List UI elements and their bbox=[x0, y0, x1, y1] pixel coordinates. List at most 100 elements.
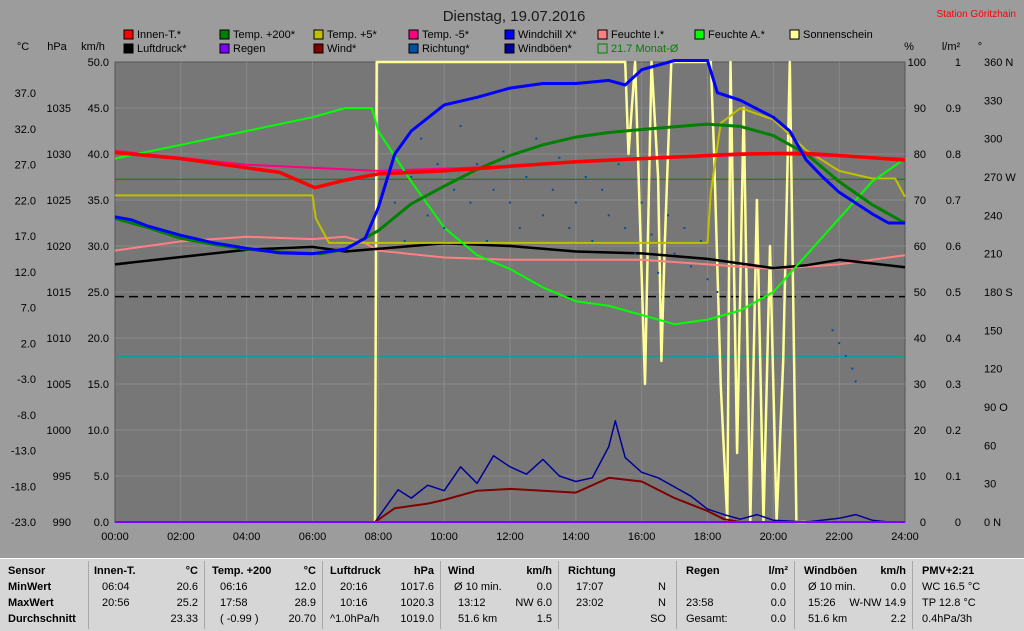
celsius-unit: °C bbox=[17, 41, 29, 53]
legend-swatch bbox=[597, 29, 608, 40]
wind-max-time: 13:12 bbox=[458, 597, 486, 609]
luft-header: Luftdruck bbox=[330, 565, 381, 577]
time-tick-label: 10:00 bbox=[430, 531, 458, 543]
lm2-tick-label: 0.4 bbox=[946, 333, 961, 345]
boeen-max-time: 15:26 bbox=[808, 597, 836, 609]
feuchte-innen-line bbox=[114, 235, 906, 270]
degree-tick-label: 180 S bbox=[984, 287, 1013, 299]
hpa-tick-label: 1010 bbox=[47, 333, 71, 345]
percent-tick-label: 30 bbox=[914, 379, 926, 391]
sensor-header: Sensor bbox=[8, 565, 46, 577]
percent-tick-label: 70 bbox=[914, 195, 926, 207]
richtung-point bbox=[525, 176, 528, 178]
richtung-max-value: N bbox=[658, 597, 666, 609]
lm2-tick-label: 0.8 bbox=[946, 149, 961, 161]
richtung-point bbox=[420, 137, 423, 140]
innen-unit: °C bbox=[185, 565, 198, 577]
celsius-tick-label: 27.0 bbox=[15, 160, 36, 172]
percent-tick-label: 90 bbox=[914, 103, 926, 115]
richtung-point bbox=[650, 233, 653, 236]
celsius-tick-label: -23.0 bbox=[11, 517, 36, 529]
richtung-point bbox=[706, 278, 709, 281]
richtung-point bbox=[485, 239, 488, 242]
legend-swatch bbox=[123, 43, 134, 54]
percent-tick-label: 0 bbox=[920, 517, 926, 529]
legend-label: Luftdruck* bbox=[137, 43, 187, 55]
boeen-max-value: W-NW 14.9 bbox=[849, 597, 906, 609]
luft-min-value: 1017.6 bbox=[400, 581, 434, 593]
richtung-point bbox=[851, 367, 854, 370]
time-tick-label: 14:00 bbox=[562, 531, 590, 543]
chart-title: Dienstag, 19.07.2016 bbox=[443, 8, 586, 25]
windchill-line bbox=[114, 59, 905, 256]
lm2-tick-label: 1 bbox=[955, 57, 961, 69]
stats-col-boeen: Windböen km/h Ø 10 min. 0.0 15:26 W-NW 14.9… bbox=[794, 561, 913, 629]
lm2-tick-label: 0.1 bbox=[946, 471, 961, 483]
lm2-unit: l/m² bbox=[942, 41, 961, 53]
stats-col-regen: Regen l/m² 0.0 23:58 0.0 Gesamt: 0.0 bbox=[676, 561, 795, 629]
richtung-point bbox=[568, 227, 571, 230]
percent-tick-label: 50 bbox=[914, 287, 926, 299]
legend-label: Innen-T.* bbox=[137, 29, 182, 41]
row-min-label: MinWert bbox=[8, 581, 52, 593]
kmh-tick-label: 10.0 bbox=[88, 425, 109, 437]
percent-tick-label: 20 bbox=[914, 425, 926, 437]
richtung-point bbox=[634, 252, 637, 255]
temp200-max-time: 17:58 bbox=[220, 597, 248, 609]
regen-max-value: 0.0 bbox=[770, 597, 786, 609]
kmh-unit: km/h bbox=[81, 41, 105, 53]
wind-header: Wind bbox=[448, 565, 475, 577]
temp200-min-value: 12.0 bbox=[294, 581, 316, 593]
richtung-point bbox=[838, 342, 841, 345]
kmh-tick-label: 25.0 bbox=[88, 287, 109, 299]
time-tick-label: 08:00 bbox=[365, 531, 393, 543]
richtung-point bbox=[673, 252, 676, 255]
boeen-unit: km/h bbox=[880, 565, 906, 577]
richtung-min-value: N bbox=[658, 581, 666, 593]
time-tick-label: 22:00 bbox=[825, 531, 853, 543]
richtung-point bbox=[459, 124, 462, 127]
legend: Innen-T.* Temp. +200* Temp. +5* Temp. -5* Wi… bbox=[123, 29, 873, 55]
time-tick-label: 02:00 bbox=[167, 531, 195, 543]
legend-swatch bbox=[597, 43, 608, 54]
percent-tick-label: 10 bbox=[914, 471, 926, 483]
legend-swatch bbox=[123, 29, 134, 40]
kmh-tick-label: 0.0 bbox=[94, 517, 109, 529]
richtung-point bbox=[558, 156, 561, 159]
hpa-unit: hPa bbox=[47, 41, 67, 53]
percent-tick-label: 40 bbox=[914, 333, 926, 345]
percent-tick-label: 60 bbox=[914, 241, 926, 253]
degree-unit: ° bbox=[978, 41, 982, 53]
wind-unit: km/h bbox=[526, 565, 552, 577]
degree-tick-label: 0 N bbox=[984, 517, 1001, 529]
axis-labels: 37.0 32.0 27.0 22.0 17.0 12.0 7.0 2.0 -3.0 -8.0 -1… bbox=[11, 41, 1016, 543]
kmh-tick-label: 45.0 bbox=[88, 103, 109, 115]
richtung-point bbox=[509, 201, 511, 204]
degree-tick-label: 90 O bbox=[984, 402, 1008, 414]
richtung-point bbox=[502, 150, 505, 153]
temp200-avg-value: 20.70 bbox=[288, 613, 316, 625]
richtung-point bbox=[683, 227, 686, 230]
legend-label: Sonnenschein bbox=[803, 29, 873, 41]
celsius-tick-label: 7.0 bbox=[21, 303, 36, 315]
wind-min-value: 0.0 bbox=[536, 581, 552, 593]
degree-tick-label: 30 bbox=[984, 479, 996, 491]
richtung-point bbox=[699, 239, 702, 242]
regen-total-label: Gesamt: bbox=[686, 613, 728, 625]
lm2-tick-label: 0 bbox=[955, 517, 961, 529]
celsius-tick-label: -13.0 bbox=[11, 446, 36, 458]
innen-min-value: 20.6 bbox=[176, 581, 198, 593]
richtung-point bbox=[601, 188, 604, 191]
richtung-point bbox=[410, 176, 413, 178]
degree-tick-label: 150 bbox=[984, 325, 1002, 337]
celsius-tick-label: 32.0 bbox=[15, 124, 36, 136]
station-name: Station Göritzhain bbox=[937, 9, 1017, 20]
richtung-point bbox=[492, 188, 495, 191]
richtung-point bbox=[403, 239, 406, 242]
kmh-tick-label: 40.0 bbox=[88, 149, 109, 161]
hpa-tick-label: 1025 bbox=[47, 195, 71, 207]
richtung-point bbox=[535, 137, 538, 140]
legend-label: Feuchte A.* bbox=[708, 29, 766, 41]
wind-min-label: Ø 10 min. bbox=[454, 581, 502, 593]
